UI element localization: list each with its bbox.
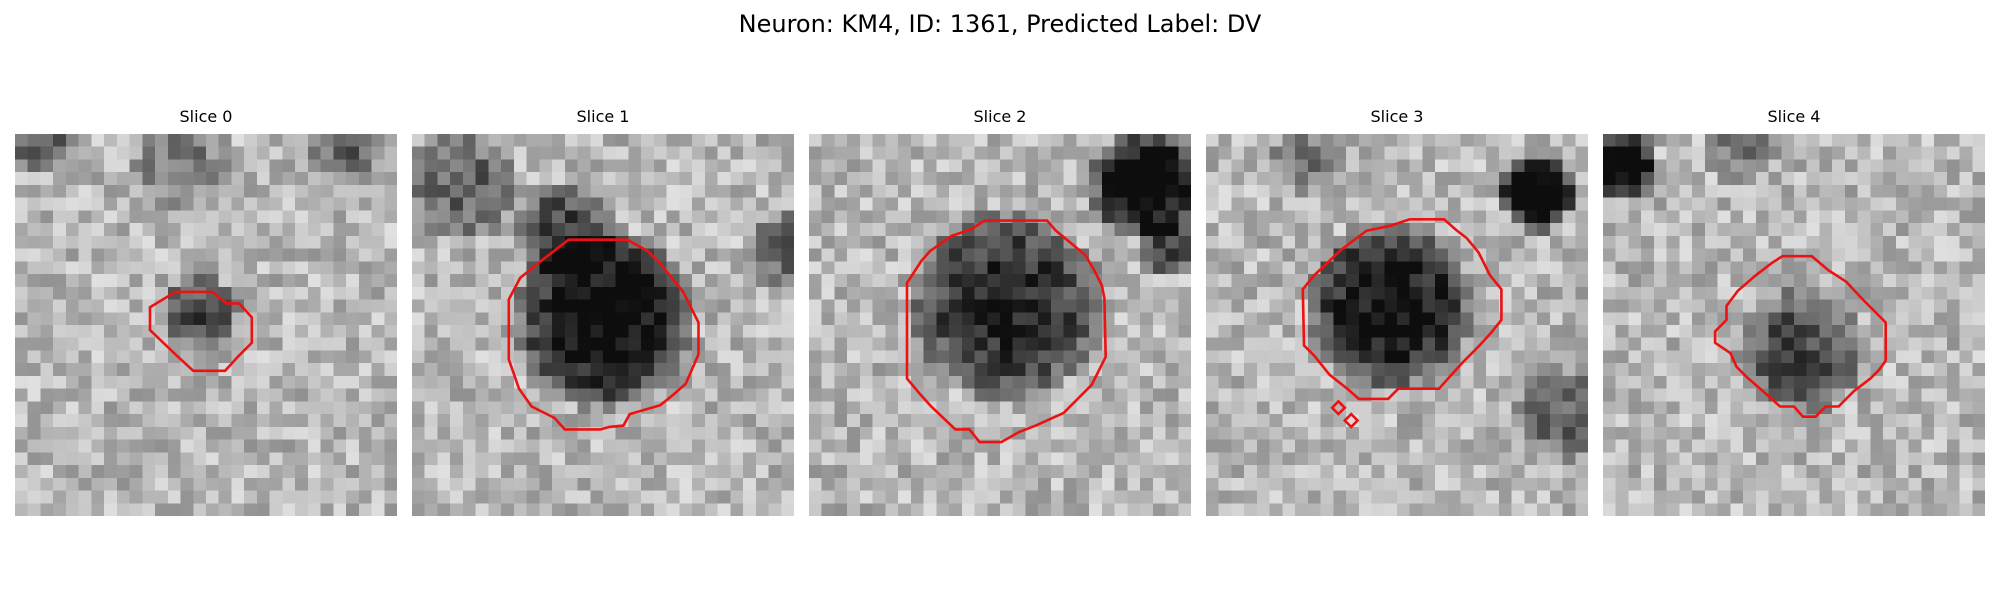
contour-outline: [148, 290, 254, 373]
slice-title: Slice 4: [1767, 107, 1821, 126]
slice-image: [1603, 134, 1985, 516]
slice-title: Slice 2: [973, 107, 1027, 126]
contour-fragment: [1330, 399, 1347, 416]
contour-overlay: [905, 219, 1108, 444]
contour-outline: [1301, 218, 1503, 401]
slice-panel-2: Slice 2: [809, 107, 1191, 516]
contour-overlay: [148, 290, 254, 373]
slice-panel-4: Slice 4: [1603, 107, 1985, 516]
contour-outline: [905, 219, 1108, 444]
contour-overlay: [507, 238, 700, 431]
slice-title: Slice 3: [1370, 107, 1424, 126]
figure-title: Neuron: KM4, ID: 1361, Predicted Label: …: [738, 10, 1262, 38]
contour-outline: [507, 238, 700, 431]
slice-title: Slice 1: [576, 107, 630, 126]
slice-panel-1: Slice 1: [412, 107, 794, 516]
slice-image: [1206, 134, 1588, 516]
slice-image: [412, 134, 794, 516]
slice-panel-0: Slice 0: [15, 107, 397, 516]
slice-image: [15, 134, 397, 516]
contour-overlay: [1301, 218, 1503, 429]
contour-fragment: [1342, 412, 1360, 429]
contour-outline: [1713, 254, 1888, 419]
slice-title: Slice 0: [179, 107, 233, 126]
slice-image: [809, 134, 1191, 516]
slice-panel-3: Slice 3: [1206, 107, 1588, 516]
contour-overlay: [1713, 254, 1888, 419]
